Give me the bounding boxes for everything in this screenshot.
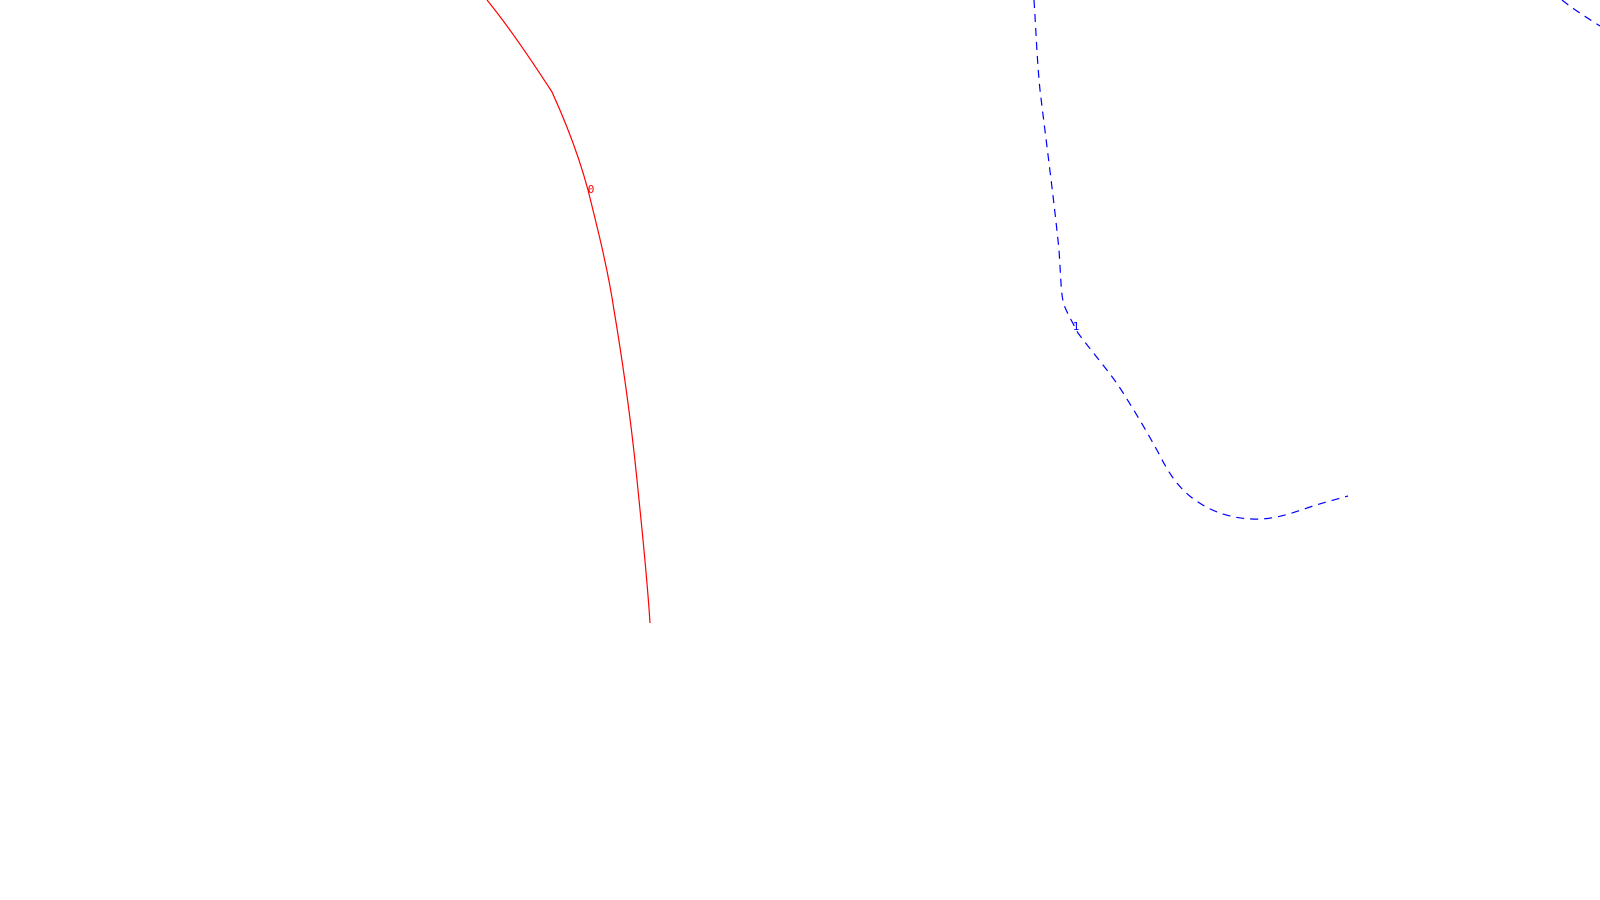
contour-line-blue <box>1033 0 1349 520</box>
contour-group-blue: 1 <box>1033 0 1600 520</box>
contour-line-blue-corner <box>1561 0 1600 27</box>
contour-line-red <box>486 0 651 624</box>
contour-label-red: 0 <box>588 183 595 196</box>
contour-label-blue: 1 <box>1073 320 1080 333</box>
contour-group-red: 0 <box>486 0 651 624</box>
